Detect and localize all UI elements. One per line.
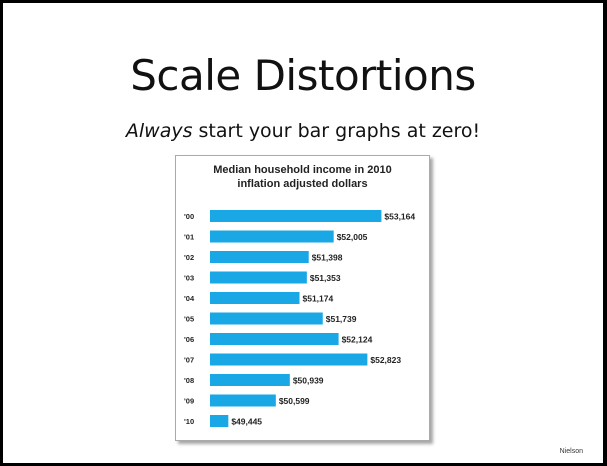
slide: Scale Distortions Always start your bar …	[3, 3, 603, 463]
data-label: $51,174	[302, 294, 333, 304]
bar	[210, 394, 276, 407]
chart-title: Median household income in 2010	[213, 164, 392, 176]
data-label: $51,739	[326, 314, 357, 324]
bar	[210, 415, 229, 427]
category-label: '01	[184, 233, 194, 242]
bar-chart: '00 $53,164 '01 $52,005 '02 $51,398 '03 $51,353…	[184, 210, 415, 427]
slide-title: Scale Distortions	[130, 51, 476, 100]
category-label: '00	[184, 212, 194, 221]
chart-title-block: Median household income in 2010 inflatio…	[176, 163, 429, 191]
bar	[210, 374, 290, 386]
data-label: $52,124	[342, 335, 373, 345]
data-label: $51,398	[312, 253, 343, 263]
category-label: '08	[184, 376, 194, 385]
bar	[210, 230, 334, 243]
data-label: $53,164	[384, 212, 415, 222]
bar	[210, 210, 382, 222]
category-label: '06	[184, 335, 194, 344]
bar	[210, 251, 309, 263]
chart-panel: Median household income in 2010 inflatio…	[175, 155, 430, 441]
data-label: $52,005	[337, 232, 368, 242]
slide-subtitle: Always start your bar graphs at zero!	[3, 120, 603, 142]
category-label: '02	[184, 253, 194, 262]
footer-credit: Nielson	[559, 448, 583, 455]
data-label: $50,599	[279, 396, 310, 406]
category-label: '05	[184, 315, 194, 324]
category-label: '10	[184, 417, 194, 426]
data-label: $50,939	[293, 376, 324, 386]
data-label: $52,823	[370, 355, 401, 365]
subtitle-text: start your bar graphs at zero!	[192, 120, 481, 142]
bar	[210, 333, 339, 345]
category-label: '09	[184, 397, 194, 406]
bar	[210, 353, 368, 366]
bar	[210, 312, 323, 325]
subtitle-emphasis: Always	[125, 120, 193, 142]
data-label: $51,353	[310, 273, 341, 283]
bar	[210, 271, 307, 284]
bar	[210, 292, 300, 304]
category-label: '04	[184, 294, 195, 303]
category-label: '03	[184, 274, 194, 283]
chart-subtitle: inflation adjusted dollars	[237, 178, 368, 190]
category-label: '07	[184, 356, 194, 365]
data-label: $49,445	[231, 417, 262, 427]
